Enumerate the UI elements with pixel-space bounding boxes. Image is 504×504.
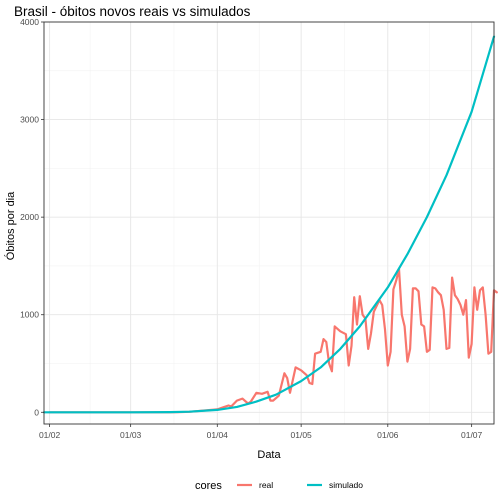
y-tick-label: 4000 (20, 17, 39, 27)
y-axis-title: Óbitos por dia (4, 191, 17, 260)
x-tick-label: 01/02 (39, 430, 61, 440)
series-line-simulado (42, 35, 496, 414)
y-axis-ticks: 0 1000 2000 3000 4000 (20, 17, 44, 417)
x-tick-label: 01/07 (461, 430, 483, 440)
legend-title: cores (195, 480, 222, 492)
y-tick-label: 1000 (20, 310, 39, 320)
chart-title: Brasil - óbitos novos reais vs simulados (14, 4, 251, 19)
legend-label-real: real (259, 480, 273, 490)
y-tick-label: 0 (34, 407, 39, 417)
series-line-real (48, 267, 498, 414)
x-tick-label: 01/04 (207, 430, 229, 440)
panel-background (44, 22, 494, 424)
y-tick-label: 2000 (20, 212, 39, 222)
x-axis-title: Data (257, 449, 281, 461)
x-tick-label: 01/03 (120, 430, 142, 440)
y-tick-label: 3000 (20, 115, 39, 125)
x-tick-label: 01/06 (377, 430, 399, 440)
plot-panel (42, 21, 498, 425)
x-axis-ticks: 01/02 01/03 01/04 01/05 01/06 01/07 (39, 424, 483, 440)
legend-label-simulado: simulado (329, 480, 363, 490)
legend: cores real simulado (195, 476, 363, 493)
panel-border (43, 21, 495, 425)
x-tick-label: 01/05 (291, 430, 313, 440)
